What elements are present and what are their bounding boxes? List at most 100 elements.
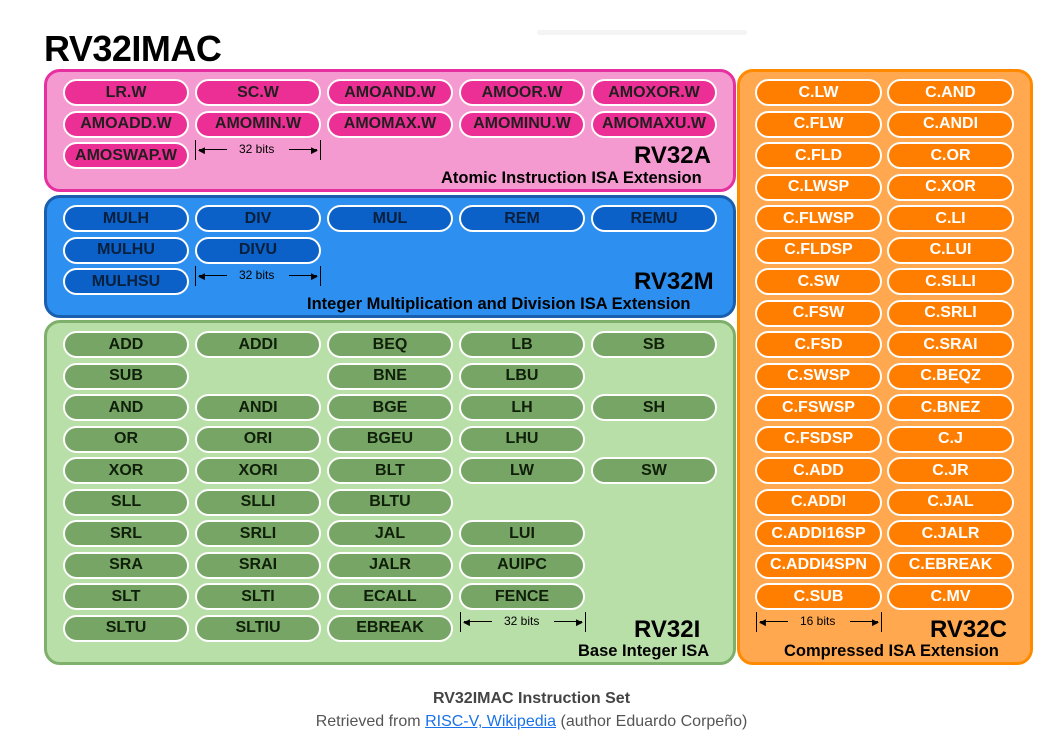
- instruction-pill-slti: SLTI: [195, 583, 321, 610]
- rv32i-name: RV32I: [634, 616, 701, 643]
- measure-tick-right: [320, 140, 321, 160]
- instruction-pill-c-xor: C.XOR: [887, 173, 1014, 201]
- measure-arrow-right: [554, 621, 582, 622]
- instruction-pill-c-li: C.LI: [887, 205, 1014, 232]
- instruction-pill-c-fldsp: C.FLDSP: [755, 236, 882, 264]
- instruction-pill-c-sub: C.SUB: [755, 583, 882, 610]
- instruction-pill-c-fsd: C.FSD: [755, 331, 882, 358]
- instruction-pill-c-fswsp: C.FSWSP: [755, 394, 882, 421]
- rv32a-name: RV32A: [634, 142, 711, 169]
- rv32i-subtitle: Base Integer ISA: [578, 642, 710, 660]
- measure-arrow-left: [760, 621, 788, 622]
- arrowhead-left-icon: ◀: [198, 145, 205, 155]
- instruction-pill-c-j: C.J: [887, 425, 1014, 453]
- instruction-pill-or: OR: [63, 425, 189, 453]
- instruction-pill-mulhu: MULHU: [63, 236, 189, 264]
- instruction-pill-sltu: SLTU: [63, 614, 189, 642]
- arrowhead-right-icon: ▶: [576, 617, 583, 627]
- measure-arrow-right: [289, 149, 317, 150]
- instruction-pill-c-addi: C.ADDI: [755, 488, 882, 516]
- instruction-pill-srli: SRLI: [195, 520, 321, 547]
- instruction-pill-fence: FENCE: [459, 583, 585, 610]
- measure-arrow-left: [199, 149, 227, 150]
- instruction-pill-sh: SH: [591, 394, 717, 421]
- instruction-pill-divu: DIVU: [195, 236, 321, 264]
- instruction-pill-xori: XORI: [195, 457, 321, 484]
- instruction-pill-lw: LW: [459, 457, 585, 484]
- instruction-pill-amoor-w: AMOOR.W: [459, 79, 585, 106]
- credit-suffix: (author Eduardo Corpeño): [560, 713, 748, 730]
- instruction-pill-c-flw: C.FLW: [755, 110, 882, 138]
- arrowhead-left-icon: ◀: [759, 617, 766, 627]
- instruction-pill-amoand-w: AMOAND.W: [327, 79, 453, 106]
- measure-arrow-left: [464, 621, 492, 622]
- instruction-pill-c-lui: C.LUI: [887, 236, 1014, 264]
- credit-prefix: Retrieved from: [315, 713, 421, 730]
- rv32c-subtitle: Compressed ISA Extension: [784, 642, 999, 660]
- instruction-pill-bltu: BLTU: [327, 488, 453, 516]
- arrowhead-right-icon: ▶: [311, 145, 318, 155]
- rv32a-subtitle: Atomic Instruction ISA Extension: [441, 169, 702, 187]
- arrowhead-left-icon: ◀: [198, 271, 205, 281]
- instruction-pill-lh: LH: [459, 394, 585, 421]
- instruction-pill-c-or: C.OR: [887, 142, 1014, 169]
- instruction-pill-ebreak: EBREAK: [327, 614, 453, 642]
- rv32m-name: RV32M: [634, 268, 714, 295]
- instruction-pill-addi: ADDI: [195, 331, 321, 358]
- instruction-pill-rem: REM: [459, 205, 585, 232]
- instruction-pill-srai: SRAI: [195, 551, 321, 579]
- instruction-pill-sra: SRA: [63, 551, 189, 579]
- instruction-pill-sb: SB: [591, 331, 717, 358]
- instruction-pill-c-fld: C.FLD: [755, 142, 882, 169]
- instruction-pill-c-addi4spn: C.ADDI4SPN: [755, 551, 882, 579]
- rv32c-name: RV32C: [930, 616, 1007, 643]
- instruction-pill-lui: LUI: [459, 520, 585, 547]
- instruction-pill-auipc: AUIPC: [459, 551, 585, 579]
- faint-header-bar: [537, 30, 747, 35]
- instruction-pill-c-bnez: C.BNEZ: [887, 394, 1014, 421]
- rv32m-bit-width-measure: ◀ 32 bits ▶: [195, 266, 321, 286]
- instruction-pill-slt: SLT: [63, 583, 189, 610]
- instruction-pill-andi: ANDI: [195, 394, 321, 421]
- instruction-pill-c-and: C.AND: [887, 79, 1014, 106]
- instruction-pill-srl: SRL: [63, 520, 189, 547]
- instruction-pill-amoadd-w: AMOADD.W: [63, 110, 189, 138]
- instruction-pill-c-fsw: C.FSW: [755, 299, 882, 327]
- instruction-pill-jalr: JALR: [327, 551, 453, 579]
- instruction-pill-beq: BEQ: [327, 331, 453, 358]
- instruction-pill-amominu-w: AMOMINU.W: [459, 110, 585, 138]
- measure-tick-left: [195, 266, 196, 286]
- instruction-pill-jal: JAL: [327, 520, 453, 547]
- rv32m-bits-label: 32 bits: [239, 268, 275, 282]
- instruction-pill-c-srli: C.SRLI: [887, 299, 1014, 327]
- figure-caption: RV32IMAC Instruction Set: [432, 690, 631, 707]
- instruction-pill-bge: BGE: [327, 394, 453, 421]
- rv32c-bit-width-measure: ◀ 16 bits ▶: [756, 612, 882, 632]
- instruction-pill-c-slli: C.SLLI: [887, 268, 1014, 295]
- page-title: RV32IMAC: [44, 28, 222, 69]
- instruction-pill-amomax-w: AMOMAX.W: [327, 110, 453, 138]
- instruction-pill-c-lwsp: C.LWSP: [755, 173, 882, 201]
- instruction-pill-lr-w: LR.W: [63, 79, 189, 106]
- rv32i-bits-label: 32 bits: [504, 614, 540, 628]
- instruction-pill-c-jr: C.JR: [887, 457, 1014, 484]
- instruction-pill-and: AND: [63, 394, 189, 421]
- instruction-pill-add: ADD: [63, 331, 189, 358]
- instruction-pill-lbu: LBU: [459, 362, 585, 390]
- arrowhead-right-icon: ▶: [311, 271, 318, 281]
- credit-link[interactable]: RISC-V, Wikipedia: [425, 713, 557, 730]
- instruction-pill-sc-w: SC.W: [195, 79, 321, 106]
- rv32i-bit-width-measure: ◀ 32 bits ▶: [460, 612, 586, 632]
- rv32c-bits-label: 16 bits: [800, 614, 836, 628]
- instruction-pill-c-swsp: C.SWSP: [755, 362, 882, 390]
- instruction-pill-c-flwsp: C.FLWSP: [755, 205, 882, 232]
- instruction-pill-bne: BNE: [327, 362, 453, 390]
- instruction-pill-div: DIV: [195, 205, 321, 232]
- instruction-pill-mulh: MULH: [63, 205, 189, 232]
- instruction-pill-c-andi: C.ANDI: [887, 110, 1014, 138]
- measure-tick-left: [460, 612, 461, 632]
- instruction-pill-c-ebreak: C.EBREAK: [887, 551, 1014, 579]
- instruction-pill-blt: BLT: [327, 457, 453, 484]
- instruction-pill-c-beqz: C.BEQZ: [887, 362, 1014, 390]
- arrowhead-left-icon: ◀: [463, 617, 470, 627]
